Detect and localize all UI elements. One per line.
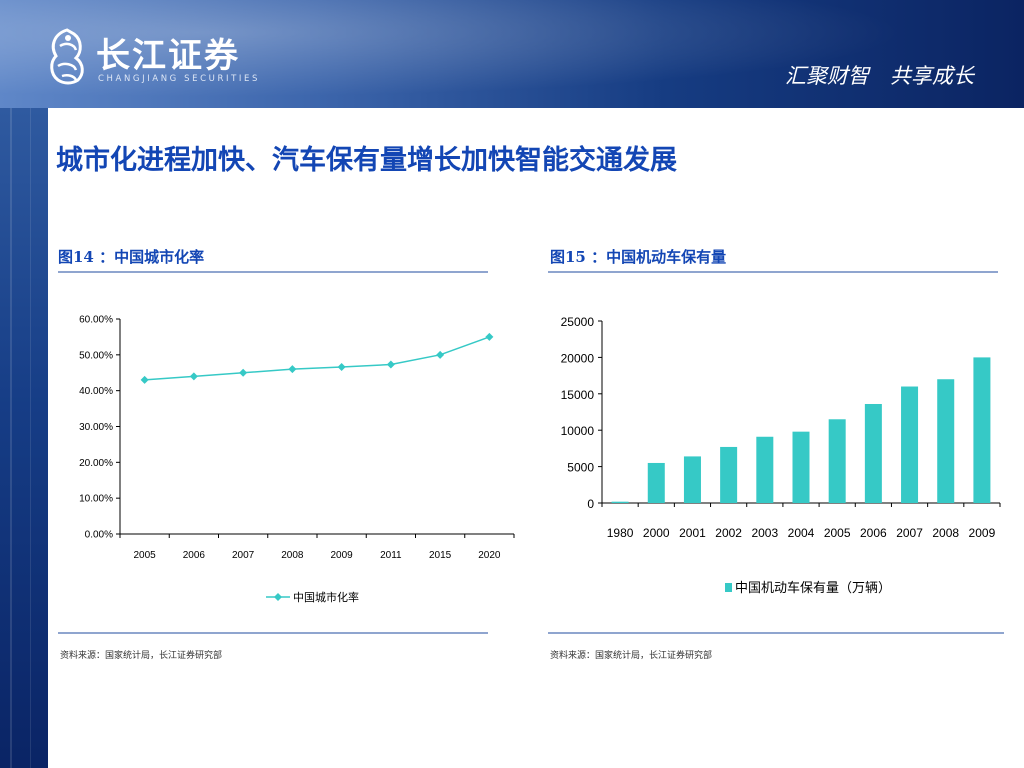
x-tick-label: 2004: [788, 526, 815, 540]
y-tick-label: 50.00%: [79, 350, 113, 361]
bar: [720, 446, 738, 503]
series-line: [144, 336, 490, 381]
bar: [973, 357, 991, 503]
x-tick-label: 2008: [281, 550, 304, 561]
x-tick-label: 1980: [607, 526, 634, 540]
data-point-marker: [239, 368, 248, 377]
y-tick-label: 30.00%: [79, 422, 113, 433]
bar: [792, 431, 810, 503]
logo-text-cn: 长江证券: [96, 36, 240, 76]
x-tick-label: 2003: [751, 526, 778, 540]
y-tick-label: 60.00%: [79, 315, 113, 326]
x-tick-label: 2007: [232, 550, 255, 561]
figure-14-title: 图14 ：中国城市化率: [58, 248, 205, 266]
data-point-marker: [288, 365, 297, 374]
vehicle-ownership-bar-chart: 0 5000 10000 15000 20000 25000 1980 2000 2001 200…: [561, 315, 1001, 595]
x-tick-label: 2020: [478, 550, 501, 561]
data-point-marker: [189, 372, 198, 381]
y-tick-label: 20000: [561, 351, 595, 365]
x-tick-label: 2005: [824, 526, 851, 540]
bar: [683, 456, 701, 503]
x-tick-label: 2001: [679, 526, 706, 540]
y-tick-label: 10000: [561, 424, 595, 438]
y-tick-label: 40.00%: [79, 386, 113, 397]
legend-swatch: [725, 583, 732, 592]
slogan: 汇聚财智 共享成长: [785, 64, 974, 88]
y-tick-label: 25000: [561, 315, 595, 329]
figure-14-top-rule: [58, 271, 488, 273]
x-tick-label: 2015: [429, 550, 452, 561]
header-banner: 长江证券 CHANGJIANG SECURITIES 汇聚财智 共享成长: [0, 0, 1024, 108]
x-tick-label: 2009: [969, 526, 996, 540]
x-tick-label: 2005: [134, 550, 157, 561]
x-tick-label: 2000: [643, 526, 670, 540]
bar: [901, 386, 919, 503]
left-bar-stripe: [10, 108, 12, 768]
y-tick-label: 20.00%: [79, 458, 113, 469]
figure-14-bottom-rule: [58, 632, 488, 634]
figure-15-title: 图15 ：中国机动车保有量: [550, 248, 727, 266]
x-tick-label: 2009: [331, 550, 354, 561]
y-tick-label: 5000: [567, 461, 594, 475]
page-title: 城市化进程加快、汽车保有量增长加快智能交通发展: [56, 145, 677, 176]
legend-label: 中国机动车保有量（万辆）: [735, 580, 891, 595]
figure-15-source: 资料来源：国家统计局，长江证券研究部: [550, 651, 713, 661]
data-point-marker: [386, 360, 395, 369]
bar: [864, 403, 882, 503]
data-point-marker: [140, 375, 149, 384]
x-tick-label: 2008: [932, 526, 959, 540]
x-tick-label: 2006: [183, 550, 206, 561]
y-tick-label: 0.00%: [85, 530, 113, 541]
x-tick-label: 2007: [896, 526, 923, 540]
dragon-logo-icon: [50, 28, 84, 85]
bar: [611, 501, 629, 503]
bar: [828, 419, 846, 503]
x-tick-label: 2011: [380, 550, 402, 561]
y-tick-label: 15000: [561, 388, 595, 402]
y-tick-label: 10.00%: [79, 494, 113, 505]
left-bar-stripe: [30, 108, 31, 768]
data-point-marker: [337, 363, 346, 372]
logo-text-en: CHANGJIANG SECURITIES: [98, 74, 260, 84]
header-sheen: [0, 0, 1024, 108]
urbanization-line-chart: 0.00% 10.00% 20.00% 30.00% 40.00% 50.00% 60.00…: [79, 315, 515, 604]
figure-14-source: 资料来源：国家统计局，长江证券研究部: [60, 651, 223, 661]
figure-15-top-rule: [548, 271, 998, 273]
x-tick-label: 2006: [860, 526, 887, 540]
legend-marker: [274, 593, 282, 601]
left-decor-bar: [0, 108, 48, 768]
bar: [937, 379, 955, 503]
bar: [756, 436, 774, 503]
data-point-marker: [485, 332, 494, 341]
y-tick-label: 0: [587, 497, 594, 511]
figure-15-bottom-rule: [548, 632, 1004, 634]
bar: [647, 462, 665, 503]
data-point-marker: [436, 350, 445, 359]
legend-label: 中国城市化率: [293, 590, 359, 604]
x-tick-label: 2002: [715, 526, 742, 540]
